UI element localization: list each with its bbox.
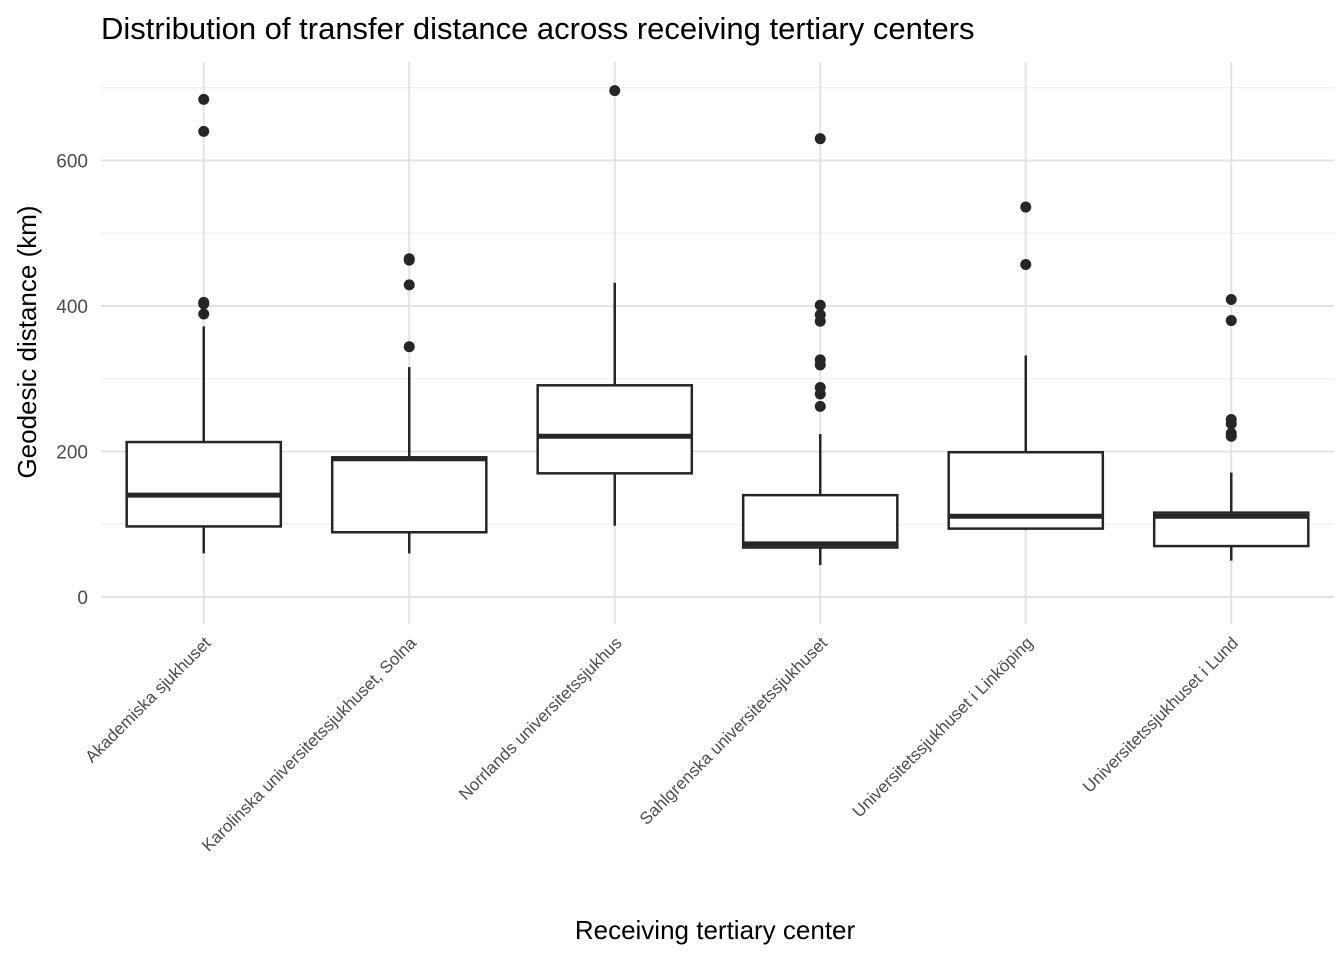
y-tick-label: 400 — [56, 297, 88, 318]
box-group — [330, 253, 488, 554]
box-group — [1152, 293, 1310, 561]
box-group — [536, 85, 694, 526]
x-axis-title: Receiving tertiary center — [575, 915, 856, 945]
outlier-point — [1225, 418, 1237, 430]
box-group — [125, 93, 283, 554]
outlier-point — [814, 388, 826, 400]
chart-title: Distribution of transfer distance across… — [101, 11, 975, 46]
outlier-point — [814, 400, 826, 412]
outlier-point — [1225, 293, 1237, 305]
outlier-point — [1225, 315, 1237, 327]
box-group — [947, 201, 1105, 531]
outlier-point — [403, 341, 415, 353]
outlier-point — [1225, 430, 1237, 442]
box-iqr — [536, 384, 694, 475]
outlier-point — [814, 299, 826, 311]
outlier-point — [1020, 201, 1032, 213]
y-tick-label: 0 — [77, 588, 88, 609]
outlier-point — [403, 254, 415, 266]
outlier-point — [198, 93, 210, 105]
outlier-point — [1020, 259, 1032, 271]
x-tick-label: Norrlands universitetssjukhus — [455, 633, 625, 803]
outlier-point — [609, 85, 621, 97]
y-axis-title: Geodesic distance (km) — [12, 205, 42, 478]
outlier-point — [814, 315, 826, 327]
outlier-point — [814, 133, 826, 145]
box-series — [125, 85, 1310, 565]
outlier-point — [198, 125, 210, 137]
box-iqr — [741, 493, 899, 549]
box-group — [741, 133, 899, 565]
y-tick-label: 200 — [56, 443, 88, 464]
x-tick-label: Karolinska universitetssjukhuset, Solna — [198, 633, 420, 855]
x-tick-label: Universitetssjukhuset i Linköping — [849, 633, 1037, 821]
box-iqr — [330, 456, 488, 534]
x-tick-label: Sahlgrenska universitetssjukhuset — [636, 633, 831, 828]
outlier-point — [198, 298, 210, 310]
outlier-point — [198, 308, 210, 320]
outlier-point — [403, 279, 415, 291]
grid-lines — [101, 62, 1334, 624]
outlier-point — [814, 359, 826, 371]
box-iqr — [125, 440, 283, 528]
y-tick-label: 600 — [56, 152, 88, 173]
y-axis-ticks: 0 200 400 600 — [56, 152, 88, 610]
x-tick-label: Universitetssjukhuset i Lund — [1079, 633, 1242, 796]
x-tick-label: Akademiska sjukhuset — [82, 633, 215, 766]
